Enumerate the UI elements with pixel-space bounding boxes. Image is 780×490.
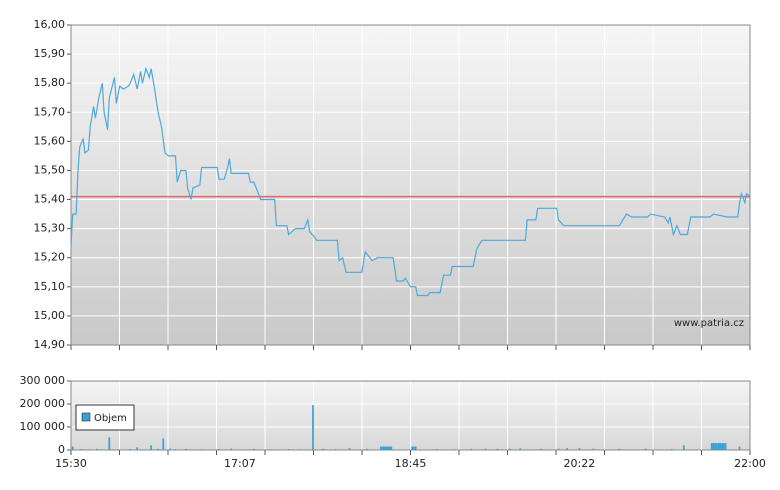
volume-bar — [721, 443, 724, 450]
y-tick-label: 16,00 — [34, 18, 66, 31]
volume-bar — [717, 443, 720, 450]
volume-bar — [670, 449, 673, 450]
volume-bar — [169, 448, 172, 450]
volume-bar — [366, 448, 368, 450]
volume-bar — [388, 446, 391, 450]
volume-bar — [496, 448, 499, 450]
volume-bar — [348, 448, 351, 450]
volume-bar — [413, 446, 415, 450]
legend-swatch — [81, 412, 91, 422]
volume-bar — [150, 445, 152, 450]
volume-bar — [299, 449, 302, 450]
volume-bar — [322, 448, 325, 450]
volume-bar — [129, 449, 132, 450]
volume-bar — [157, 448, 159, 450]
plot-border — [70, 380, 751, 451]
y-tick-label: 14,90 — [34, 338, 66, 351]
volume-bar — [312, 405, 314, 450]
volume-bar — [118, 449, 121, 450]
volume-bar — [719, 443, 722, 450]
volume-bar — [519, 448, 522, 450]
volume-bar — [136, 447, 139, 450]
y-tick-label: 15,70 — [34, 105, 66, 118]
watermark: www.patria.cz — [674, 318, 744, 329]
x-tick-label: 18:45 — [395, 457, 427, 470]
volume-bar — [71, 446, 74, 450]
volume-bar — [96, 448, 98, 450]
x-tick-label: 17:07 — [224, 457, 256, 470]
volume-bar — [566, 448, 569, 450]
volume-bar — [174, 449, 177, 450]
volume-bar — [390, 446, 393, 450]
y-tick-label: 200 000 — [20, 397, 66, 410]
volume-bar — [540, 448, 542, 450]
volume-bar — [87, 449, 90, 450]
volume-bar — [453, 449, 455, 450]
volume-bar — [435, 449, 438, 450]
volume-bar — [162, 438, 165, 450]
volume-bar — [411, 446, 414, 450]
volume-bar — [334, 449, 337, 450]
volume-bar — [252, 448, 255, 450]
y-tick-label: 15,60 — [34, 134, 66, 147]
volume-bar — [200, 449, 203, 450]
legend-label: Objem — [94, 413, 127, 424]
volume-bar — [723, 443, 725, 450]
volume-bar — [380, 446, 382, 450]
y-tick-label: 15,30 — [34, 222, 66, 235]
x-tick-label: 22:00 — [734, 457, 766, 470]
volume-bar — [385, 446, 387, 450]
volume-bar — [578, 448, 581, 450]
y-tick-label: 100 000 — [20, 420, 66, 433]
y-tick-label: 15,90 — [34, 47, 66, 60]
volume-bar — [383, 446, 386, 450]
volume-bar — [414, 446, 417, 450]
volume-bar — [185, 448, 187, 450]
volume-bar — [682, 445, 685, 450]
volume-bar — [108, 437, 111, 450]
volume-bar — [80, 449, 83, 450]
x-tick-label: 20:22 — [564, 457, 596, 470]
volume-bar — [381, 446, 384, 450]
volume-bar — [230, 448, 233, 450]
volume-bar — [618, 448, 621, 450]
volume-bar — [508, 448, 511, 450]
y-tick-label: 15,10 — [34, 280, 66, 293]
volume-bar — [218, 449, 220, 450]
volume-bar — [484, 448, 487, 450]
y-tick-label: 15,20 — [34, 251, 66, 264]
x-tick-label: 15:30 — [55, 457, 87, 470]
volume-bar — [270, 449, 273, 450]
y-tick-label: 15,00 — [34, 309, 66, 322]
volume-bar — [470, 448, 473, 450]
volume-bar — [724, 443, 727, 450]
y-tick-label: 15,40 — [34, 193, 66, 206]
y-tick-label: 15,50 — [34, 163, 66, 176]
volume-bar — [716, 443, 718, 450]
volume-bar — [714, 443, 717, 450]
y-tick-label: 300 000 — [20, 374, 66, 387]
volume-bar — [386, 446, 389, 450]
y-tick-label: 0 — [58, 443, 65, 456]
volume-bar — [710, 443, 713, 450]
volume-bar — [592, 448, 595, 450]
volume-bar — [644, 448, 647, 450]
volume-bar — [287, 449, 290, 450]
y-tick-label: 15,80 — [34, 76, 66, 89]
volume-bar — [712, 443, 715, 450]
price-line — [70, 66, 751, 297]
plot-border — [70, 24, 751, 346]
volume-bar — [738, 446, 741, 450]
volume-bar — [557, 448, 560, 450]
